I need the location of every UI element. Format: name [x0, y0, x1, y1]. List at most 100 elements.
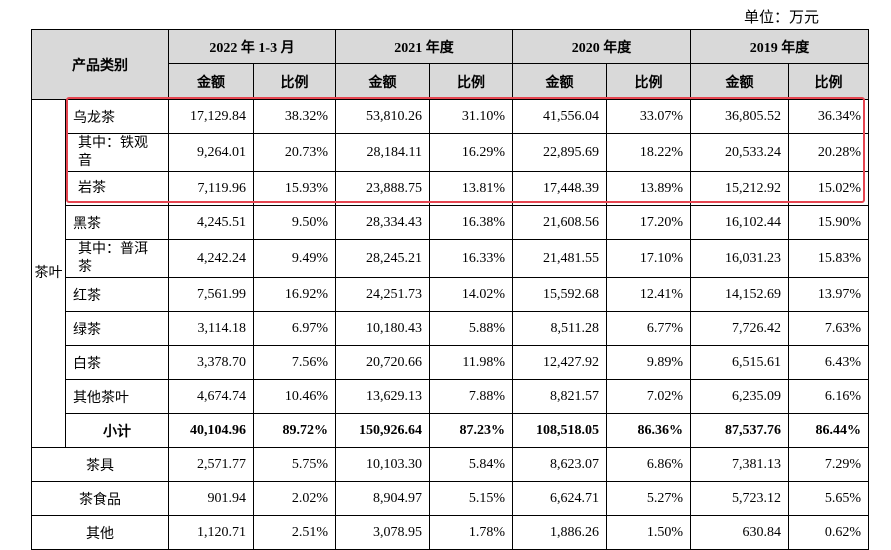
ratio-cell: 13.81% — [429, 171, 514, 206]
row-label: 其中：普洱茶 — [65, 239, 169, 278]
amount-cell: 3,078.95 — [335, 515, 431, 550]
ratio-cell: 6.86% — [606, 447, 692, 482]
ratio-cell: 5.65% — [788, 481, 870, 516]
table-row: 其中：普洱茶 4,242.24 9.49% 28,245.21 16.33% 21,481… — [32, 239, 870, 278]
ratio-cell: 16.33% — [429, 239, 514, 278]
ratio-cell: 13.89% — [606, 171, 692, 206]
amount-cell: 6,235.09 — [690, 379, 790, 414]
ratio-cell: 12.41% — [606, 277, 692, 312]
ratio-cell: 87.23% — [429, 413, 514, 448]
ratio-cell: 16.38% — [429, 205, 514, 240]
ratio-cell: 10.46% — [252, 379, 337, 414]
row-label: 绿茶 — [65, 311, 169, 346]
ratio-cell: 5.84% — [429, 447, 514, 482]
amount-cell: 12,427.92 — [512, 345, 608, 380]
ratio-cell: 5.75% — [252, 447, 337, 482]
row-label: 其他 — [31, 515, 169, 550]
ratio-cell: 20.73% — [252, 133, 337, 172]
amount-cell: 8,511.28 — [512, 311, 608, 346]
ratio-cell: 7.29% — [788, 447, 870, 482]
amount-cell: 14,152.69 — [690, 277, 790, 312]
amount-cell: 21,608.56 — [512, 205, 608, 240]
table-row: 白茶 3,378.70 7.56% 20,720.66 11.98% 12,427.92 9… — [32, 345, 870, 380]
amount-cell: 28,184.11 — [335, 133, 431, 172]
ratio-cell: 7.63% — [788, 311, 870, 346]
table-row: 其他 1,120.71 2.51% 3,078.95 1.78% 1,886.26 1.50… — [31, 515, 870, 550]
header-product-category: 产品类别 — [31, 29, 169, 100]
row-label: 黑茶 — [65, 205, 169, 240]
ratio-cell: 16.29% — [429, 133, 514, 172]
amount-cell: 3,378.70 — [168, 345, 254, 380]
amount-cell: 8,623.07 — [512, 447, 608, 482]
table-row: 岩茶 7,119.96 15.93% 23,888.75 13.81% 17,448.39… — [32, 171, 870, 206]
ratio-cell: 13.97% — [788, 277, 870, 312]
row-label: 茶食品 — [31, 481, 169, 516]
amount-cell: 5,723.12 — [690, 481, 790, 516]
header-ratio: 比例 — [429, 63, 514, 100]
ratio-cell: 14.02% — [429, 277, 514, 312]
amount-cell: 20,533.24 — [690, 133, 790, 172]
amount-cell: 10,103.30 — [335, 447, 431, 482]
amount-cell: 23,888.75 — [335, 171, 431, 206]
header-row-metrics: 金额 比例 金额 比例 金额 比例 金额 比例 — [32, 63, 870, 100]
ratio-cell: 17.20% — [606, 205, 692, 240]
amount-cell: 28,245.21 — [335, 239, 431, 278]
ratio-cell: 6.16% — [788, 379, 870, 414]
amount-cell: 16,031.23 — [690, 239, 790, 278]
amount-cell: 28,334.43 — [335, 205, 431, 240]
row-label: 其中：铁观音 — [65, 133, 169, 172]
header-ratio: 比例 — [788, 63, 870, 100]
ratio-cell: 89.72% — [252, 413, 337, 448]
ratio-cell: 5.88% — [429, 311, 514, 346]
amount-cell: 630.84 — [690, 515, 790, 550]
header-period: 2021 年度 — [335, 29, 514, 64]
header-ratio: 比例 — [606, 63, 692, 100]
row-label: 茶具 — [31, 447, 169, 482]
ratio-cell: 5.15% — [429, 481, 514, 516]
table-row: 茶食品 901.94 2.02% 8,904.97 5.15% 6,624.71 5.27%… — [31, 481, 870, 516]
table-row: 黑茶 4,245.51 9.50% 28,334.43 16.38% 21,608.56 1… — [32, 205, 870, 240]
amount-cell: 6,624.71 — [512, 481, 608, 516]
table-row: 绿茶 3,114.18 6.97% 10,180.43 5.88% 8,511.28 6.7… — [32, 311, 870, 346]
ratio-cell: 7.56% — [252, 345, 337, 380]
header-period: 2019 年度 — [690, 29, 870, 64]
row-label: 白茶 — [65, 345, 169, 380]
ratio-cell: 7.02% — [606, 379, 692, 414]
table-row: 茶叶 乌龙茶 17,129.84 38.32% 53,810.26 31.10% 41,55… — [31, 99, 870, 448]
amount-cell: 41,556.04 — [512, 99, 608, 134]
amount-cell: 15,212.92 — [690, 171, 790, 206]
ratio-cell: 11.98% — [429, 345, 514, 380]
row-label: 红茶 — [65, 277, 169, 312]
ratio-cell: 20.28% — [788, 133, 870, 172]
ratio-cell: 9.89% — [606, 345, 692, 380]
amount-cell: 150,926.64 — [335, 413, 431, 448]
ratio-cell: 17.10% — [606, 239, 692, 278]
amount-cell: 8,904.97 — [335, 481, 431, 516]
amount-cell: 3,114.18 — [168, 311, 254, 346]
ratio-cell: 1.50% — [606, 515, 692, 550]
ratio-cell: 9.49% — [252, 239, 337, 278]
header-amount: 金额 — [168, 63, 254, 100]
ratio-cell: 15.90% — [788, 205, 870, 240]
header-period: 2022 年 1-3 月 — [167, 29, 337, 64]
subtotal-row: 小计 40,104.96 89.72% 150,926.64 87.23% 108,518… — [32, 413, 870, 448]
ratio-cell: 15.93% — [252, 171, 337, 206]
ratio-cell: 31.10% — [429, 99, 514, 134]
ratio-cell: 6.77% — [606, 311, 692, 346]
amount-cell: 15,592.68 — [512, 277, 608, 312]
ratio-cell: 7.88% — [429, 379, 514, 414]
ratio-cell: 2.02% — [252, 481, 337, 516]
table-row: 红茶 7,561.99 16.92% 24,251.73 14.02% 15,592.68… — [32, 277, 870, 312]
ratio-cell: 6.43% — [788, 345, 870, 380]
row-label: 其他茶叶 — [65, 379, 169, 414]
ratio-cell: 18.22% — [606, 133, 692, 172]
amount-cell: 10,180.43 — [335, 311, 431, 346]
amount-cell: 901.94 — [168, 481, 254, 516]
row-label: 乌龙茶 — [65, 99, 169, 134]
ratio-cell: 15.83% — [788, 239, 870, 278]
ratio-cell: 6.97% — [252, 311, 337, 346]
ratio-cell: 2.51% — [252, 515, 337, 550]
ratio-cell: 1.78% — [429, 515, 514, 550]
header-amount: 金额 — [512, 63, 608, 100]
amount-cell: 4,245.51 — [168, 205, 254, 240]
